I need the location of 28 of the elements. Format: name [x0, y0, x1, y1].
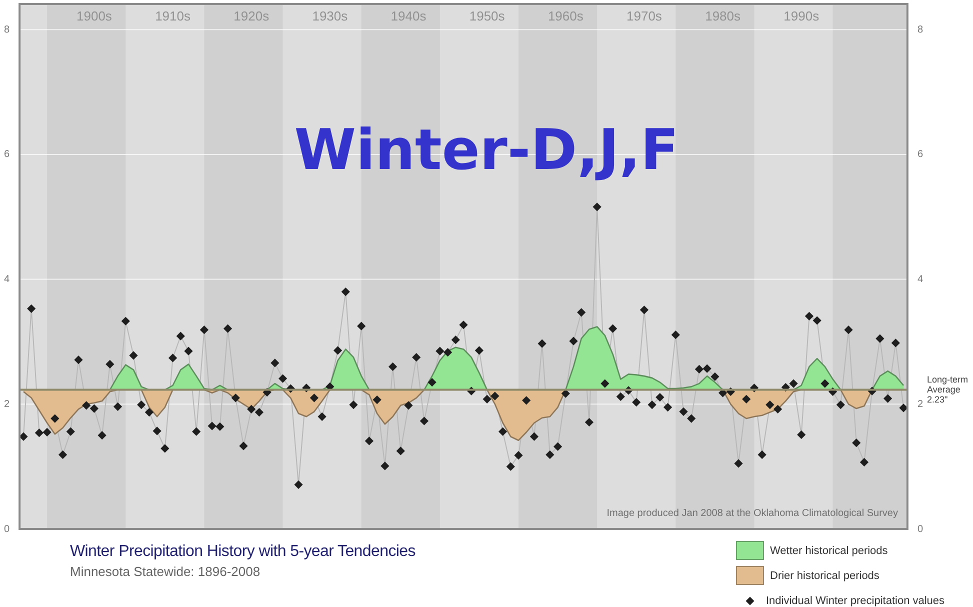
y-tick-label: 8: [4, 24, 10, 36]
x-tick-label: 1990s: [784, 8, 820, 24]
y2-tick-label: 8: [917, 24, 924, 36]
y2-tick-label: 0: [917, 524, 924, 535]
text: Winter Precipitation History with 5-year Tendencies: [70, 543, 416, 561]
x-tick-label: 1980s: [705, 8, 741, 24]
y2-tick-label: 6: [917, 149, 924, 160]
legend-label: Drier historical periods: [770, 570, 880, 582]
x-tick-label: 1900s: [76, 8, 112, 24]
x-tick-label: 1940s: [390, 8, 427, 24]
x-tick-label: 1970s: [626, 8, 662, 24]
text: Minnesota Statewide: 1896-2008: [70, 564, 260, 579]
y2-tick-label: 2: [917, 398, 924, 410]
x-tick-label: 1960s: [548, 8, 584, 24]
x-tick-label: 1920s: [234, 8, 270, 24]
y-tick-label: 2: [4, 398, 10, 410]
x-tick-label: 1910s: [155, 8, 191, 24]
ref-line-label: Long-term Average 2.23": [927, 374, 968, 404]
x-tick-label: 1930s: [312, 8, 348, 24]
legend-label: Individual Winter precipitation values: [766, 594, 945, 606]
annotation: Image produced Jan 2008 at the Oklahoma Climatological Survey: [606, 508, 898, 519]
text: Winter-D,J,F: [294, 118, 679, 183]
legend-label: Wetter historical periods: [770, 544, 888, 556]
x-tick-label: 1950s: [469, 8, 506, 24]
y2-tick-label: 4: [917, 274, 924, 286]
y-tick-label: 6: [4, 149, 10, 160]
y-tick-label: 0: [4, 524, 10, 535]
y-tick-label: 4: [4, 274, 10, 286]
